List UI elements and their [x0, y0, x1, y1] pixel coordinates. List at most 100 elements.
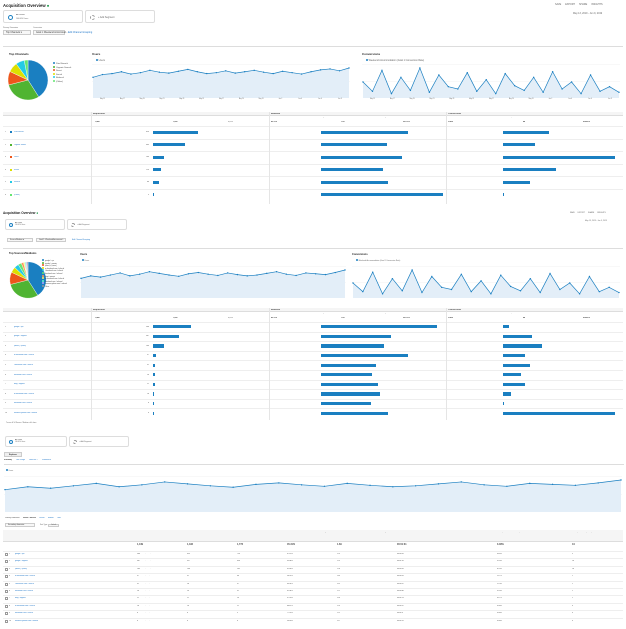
- data-point[interactable]: [346, 482, 348, 485]
- column-header[interactable]: New Users: [173, 532, 181, 533]
- data-point[interactable]: [119, 272, 121, 274]
- data-point[interactable]: [109, 274, 112, 276]
- data-point[interactable]: [329, 68, 331, 70]
- data-point[interactable]: [295, 274, 297, 277]
- column-header[interactable]: Goal 1 Completions: [503, 117, 517, 118]
- row-label[interactable]: google / cpc: [15, 553, 25, 555]
- column-header[interactable]: Source / Medium: [15, 535, 28, 536]
- data-point[interactable]: [371, 90, 374, 93]
- data-point[interactable]: [392, 486, 394, 488]
- data-point[interactable]: [588, 275, 591, 278]
- column-header[interactable]: Bounce Rate: [271, 313, 281, 314]
- row-label[interactable]: google / organic: [14, 335, 27, 338]
- data-point[interactable]: [314, 273, 317, 275]
- column-header[interactable]: Avg. Session Duration: [383, 117, 399, 118]
- data-point[interactable]: [574, 484, 577, 487]
- column-header[interactable]: Avg. Session Duration: [383, 532, 399, 533]
- row-label[interactable]: google / organic: [15, 560, 28, 563]
- data-point[interactable]: [305, 272, 307, 274]
- table2-footer[interactable]: To see all 54 Source / Medium click here…: [6, 422, 37, 424]
- row-checkbox[interactable]: [5, 553, 8, 556]
- data-point[interactable]: [168, 72, 170, 74]
- row-label[interactable]: (direct) / (none): [14, 344, 27, 347]
- data-point[interactable]: [49, 487, 52, 489]
- data-point[interactable]: [225, 70, 227, 72]
- data-point[interactable]: [559, 288, 561, 291]
- data-point[interactable]: [99, 276, 102, 278]
- data-point[interactable]: [618, 91, 620, 93]
- row-label[interactable]: (Other): [14, 193, 20, 196]
- data-point[interactable]: [291, 71, 293, 74]
- row-label[interactable]: Paid Search: [14, 131, 24, 134]
- data-point[interactable]: [580, 92, 582, 95]
- row-label[interactable]: answers.yahoo.com / referral: [14, 412, 38, 414]
- data-point[interactable]: [509, 285, 512, 288]
- data-point[interactable]: [599, 90, 601, 93]
- data-point[interactable]: [529, 277, 532, 280]
- data-point[interactable]: [514, 85, 516, 87]
- pie-slice[interactable]: [8, 79, 39, 101]
- primary-dimension-select-2[interactable]: Source/Medium ▾: [7, 238, 33, 242]
- column-header[interactable]: Avg. Session Duration: [383, 313, 399, 314]
- data-point[interactable]: [72, 485, 75, 487]
- pie-slice[interactable]: [10, 279, 38, 299]
- edit-channel-grouping-link-2[interactable]: Edit Channel Grouping: [72, 239, 91, 241]
- data-point[interactable]: [196, 71, 198, 73]
- data-point[interactable]: [27, 486, 29, 488]
- row-label[interactable]: facebook.com / referral: [15, 612, 34, 615]
- data-point[interactable]: [561, 88, 563, 90]
- add-segment-card-3[interactable]: + Add Segment: [69, 436, 129, 447]
- data-point[interactable]: [149, 69, 151, 72]
- data-point[interactable]: [620, 479, 622, 481]
- data-point[interactable]: [450, 288, 453, 291]
- data-point[interactable]: [598, 290, 600, 293]
- export-button[interactable]: EXPORT: [565, 3, 575, 6]
- data-point[interactable]: [431, 275, 433, 278]
- sort-type-select[interactable]: Default: [48, 524, 60, 527]
- data-point[interactable]: [281, 70, 284, 72]
- data-point[interactable]: [244, 71, 246, 73]
- data-point[interactable]: [362, 81, 364, 83]
- save-button-2[interactable]: SAVE: [570, 212, 575, 214]
- data-point[interactable]: [608, 286, 610, 289]
- row-checkbox[interactable]: [5, 597, 8, 601]
- column-header[interactable]: Weekend Accommodation (Goal 1 Conversion…: [483, 532, 520, 533]
- pie-slice[interactable]: [24, 59, 29, 81]
- data-point[interactable]: [529, 482, 531, 485]
- data-point[interactable]: [323, 485, 326, 487]
- data-point[interactable]: [381, 69, 383, 72]
- column-header[interactable]: Bounce Rate: [271, 117, 281, 118]
- data-point[interactable]: [111, 72, 113, 75]
- row-checkbox[interactable]: [5, 575, 8, 579]
- data-point[interactable]: [519, 290, 522, 292]
- data-point[interactable]: [164, 481, 166, 483]
- data-point[interactable]: [197, 271, 200, 274]
- data-point[interactable]: [253, 69, 255, 72]
- data-point[interactable]: [348, 67, 350, 69]
- data-point[interactable]: [226, 272, 229, 274]
- data-point[interactable]: [234, 72, 236, 74]
- data-point[interactable]: [440, 286, 443, 289]
- row-label[interactable]: Social: [14, 168, 19, 171]
- data-point[interactable]: [608, 85, 611, 88]
- data-point[interactable]: [551, 71, 554, 73]
- data-point[interactable]: [480, 280, 482, 282]
- row-label[interactable]: bing / organic: [14, 383, 25, 386]
- insights-button[interactable]: INSIGHTS: [591, 3, 603, 6]
- data-point[interactable]: [523, 89, 525, 92]
- row-checkbox[interactable]: [5, 612, 8, 616]
- segment-card[interactable]: All Users 100.00% Users: [3, 10, 83, 23]
- data-point[interactable]: [177, 70, 180, 72]
- data-point[interactable]: [319, 69, 322, 71]
- data-point[interactable]: [421, 291, 423, 294]
- data-point[interactable]: [300, 73, 303, 75]
- data-point[interactable]: [542, 91, 544, 93]
- data-point[interactable]: [246, 275, 248, 277]
- data-point[interactable]: [187, 68, 189, 71]
- dimension-option[interactable]: Other: [56, 517, 61, 519]
- data-point[interactable]: [457, 88, 459, 90]
- data-point[interactable]: [236, 273, 239, 276]
- data-point[interactable]: [466, 71, 468, 74]
- column-header[interactable]: Sessions: [223, 532, 230, 533]
- subtab-ecommerce[interactable]: Ecommerce: [41, 459, 52, 461]
